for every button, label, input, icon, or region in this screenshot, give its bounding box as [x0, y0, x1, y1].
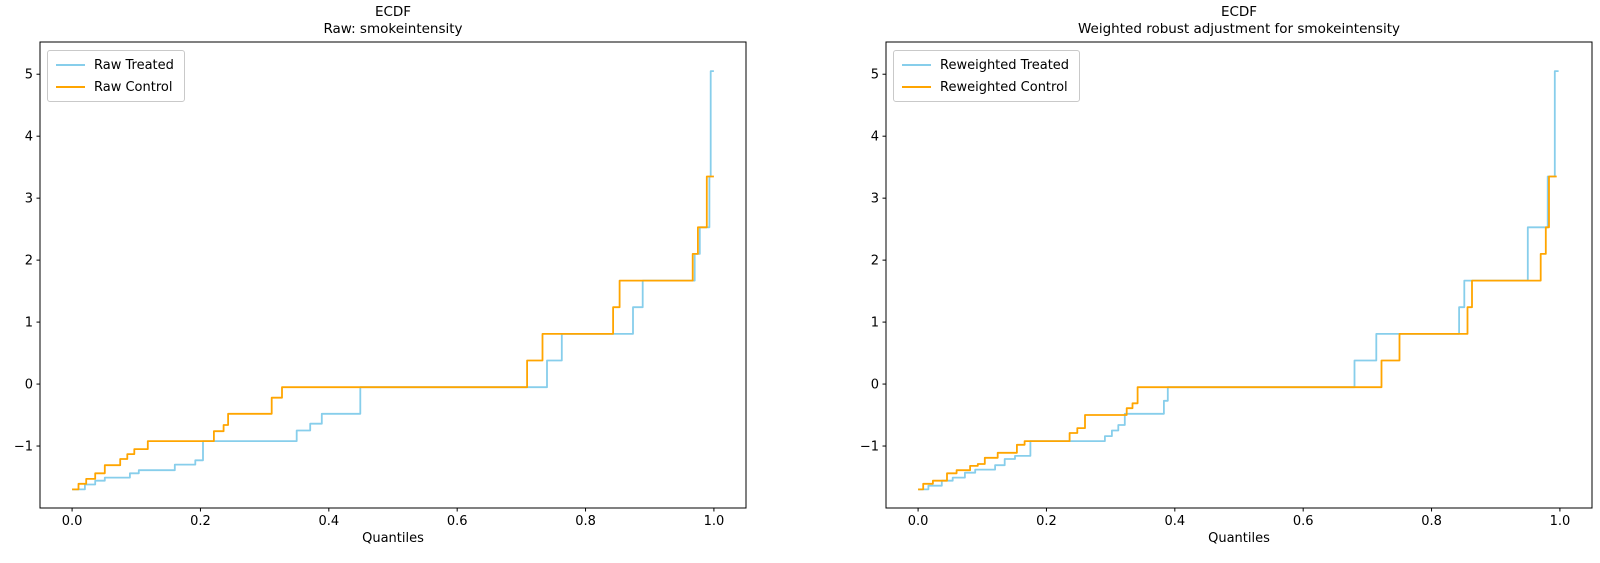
legend-label-treated: Raw Treated — [94, 57, 174, 73]
y-tick-label: 0 — [25, 378, 33, 393]
x-tick-label: 0.2 — [190, 514, 211, 529]
plot-weighted-canvas: 0.0 0.2 0.4 0.6 0.8 1.0 −1 0 1 2 3 4 5 — [860, 41, 1593, 529]
y-tick-label: 2 — [25, 254, 33, 269]
panel-raw: 0.0 0.2 0.4 0.6 0.8 1.0 −1 0 1 2 3 4 5 ECDF Raw: smo… — [14, 4, 747, 546]
plot-raw-canvas: 0.0 0.2 0.4 0.6 0.8 1.0 −1 0 1 2 3 4 5 — [14, 41, 747, 529]
y-tick-label: 1 — [871, 316, 879, 331]
y-tick-label: −1 — [860, 440, 879, 455]
legend-raw: Raw Treated Raw Control — [47, 50, 185, 102]
title-line-ecdf: ECDF — [374, 4, 412, 20]
x-tick-label: 0.4 — [1164, 514, 1185, 529]
legend-line-icon-control — [902, 86, 931, 88]
legend-line-icon-treated — [56, 64, 85, 66]
series-line-raw-control — [72, 175, 714, 491]
y-tick-label: 3 — [871, 192, 879, 207]
series-line-raw-treated — [72, 70, 714, 491]
legend-label-control: Reweighted Control — [940, 79, 1068, 95]
plot-title-raw: ECDF Raw: smokeintensity — [40, 4, 746, 38]
x-axis-label-weighted: Quantiles — [1208, 531, 1270, 546]
legend-entry-control: Raw Control — [56, 78, 174, 96]
axes-spines — [39, 41, 747, 509]
y-tick-label: 4 — [871, 130, 879, 145]
x-tick-label: 0.8 — [575, 514, 596, 529]
axes-spines — [885, 41, 1593, 509]
legend-label-treated: Reweighted Treated — [940, 57, 1070, 73]
x-tick-label: 0.0 — [62, 514, 83, 529]
y-tick-label: 4 — [25, 130, 33, 145]
x-tick-label: 0.0 — [908, 514, 929, 529]
y-tick-label: 3 — [25, 192, 33, 207]
legend-line-icon-control — [56, 86, 85, 88]
x-tick-label: 0.8 — [1421, 514, 1442, 529]
y-tick-label: 5 — [871, 68, 879, 83]
title-line-subtitle: Raw: smokeintensity — [323, 21, 463, 37]
plot-title-weighted: ECDF Weighted robust adjustment for smok… — [886, 4, 1592, 38]
y-tick-label: 0 — [871, 378, 879, 393]
series-line-reweighted-control — [918, 175, 1557, 491]
y-tick-label: 5 — [25, 68, 33, 83]
title-line-ecdf: ECDF — [1220, 4, 1258, 20]
title-line-subtitle: Weighted robust adjustment for smokeinte… — [1078, 21, 1400, 37]
y-tick-label: 1 — [25, 316, 33, 331]
legend-line-icon-treated — [902, 64, 931, 66]
legend-entry-treated: Raw Treated — [56, 56, 174, 74]
series-line-reweighted-treated — [918, 70, 1559, 491]
legend-entry-treated: Reweighted Treated — [902, 56, 1069, 74]
panel-weighted: 0.0 0.2 0.4 0.6 0.8 1.0 −1 0 1 2 3 4 5 ECDF Weighted… — [800, 0, 1600, 563]
x-tick-label: 1.0 — [704, 514, 725, 529]
y-tick-label: −1 — [14, 440, 33, 455]
x-tick-label: 0.2 — [1036, 514, 1057, 529]
x-tick-label: 0.4 — [318, 514, 339, 529]
legend-label-control: Raw Control — [94, 79, 173, 95]
y-tick-label: 2 — [871, 254, 879, 269]
x-axis-label-raw: Quantiles — [362, 531, 424, 546]
x-tick-label: 0.6 — [447, 514, 468, 529]
legend-entry-control: Reweighted Control — [902, 78, 1069, 96]
x-tick-label: 0.6 — [1293, 514, 1314, 529]
x-tick-label: 1.0 — [1550, 514, 1571, 529]
legend-weighted: Reweighted Treated Reweighted Control — [893, 50, 1081, 102]
